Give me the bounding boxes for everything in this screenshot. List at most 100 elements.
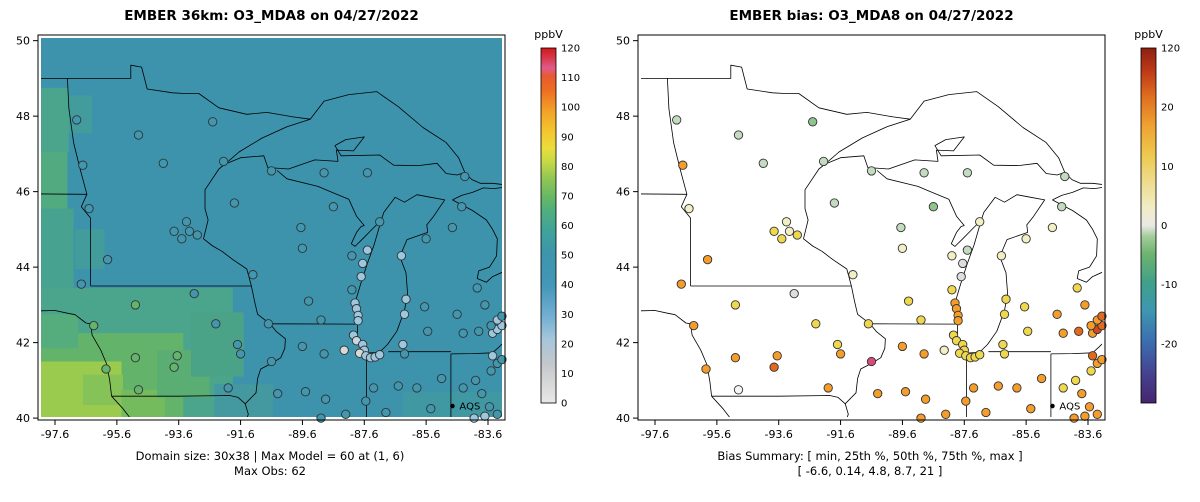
station-dot bbox=[1072, 283, 1082, 293]
station-dot bbox=[1074, 326, 1084, 336]
bias-panel: -97.6 -95.6 -93.6 -91.6 -89.6 -87.6 -85.6 -83.6… bbox=[600, 0, 1200, 502]
station-dot bbox=[341, 409, 351, 419]
station-dots bbox=[72, 115, 507, 423]
state-border bbox=[1050, 352, 1093, 355]
colorbar-label: 70 bbox=[561, 191, 574, 202]
station-dot bbox=[993, 381, 1003, 391]
state-border bbox=[876, 170, 965, 226]
station-dot bbox=[211, 319, 221, 329]
station-dot bbox=[1047, 222, 1058, 233]
station-dot bbox=[1019, 302, 1030, 312]
station-dot bbox=[218, 156, 229, 167]
station-dot bbox=[296, 222, 306, 233]
station-dot bbox=[1026, 404, 1036, 414]
aqs-legend-label: AQS bbox=[459, 402, 480, 413]
station-dot bbox=[232, 339, 243, 350]
colorbar-label: 20 bbox=[1161, 103, 1174, 114]
station-dot bbox=[181, 217, 192, 227]
station-dot bbox=[956, 271, 966, 282]
station-dot bbox=[497, 311, 507, 321]
station-dot bbox=[777, 234, 787, 244]
station-dot bbox=[130, 353, 141, 363]
colorbar-label: 100 bbox=[561, 103, 580, 114]
x-tick-label: -97.6 bbox=[641, 428, 669, 441]
station-dot bbox=[1023, 326, 1033, 336]
station-dot bbox=[829, 198, 840, 208]
station-dot bbox=[470, 375, 481, 386]
station-dot bbox=[419, 302, 430, 312]
state-border bbox=[1052, 187, 1102, 201]
y-tick-label: 40 bbox=[16, 412, 30, 425]
station-dot bbox=[1070, 375, 1081, 386]
y-tick-label: 40 bbox=[616, 412, 630, 425]
station-dot bbox=[172, 351, 182, 361]
station-dot bbox=[848, 270, 858, 280]
aqs-legend-dot bbox=[450, 403, 455, 409]
station-dot bbox=[235, 349, 246, 359]
station-dot bbox=[897, 243, 908, 253]
station-dot bbox=[975, 217, 985, 227]
station-dot bbox=[981, 407, 991, 418]
colorbar-label: 120 bbox=[1161, 44, 1180, 55]
station-dot bbox=[393, 381, 403, 391]
colorbar-label: 90 bbox=[561, 132, 574, 143]
station-dot bbox=[818, 156, 829, 167]
x-tick-label: -97.6 bbox=[41, 428, 69, 441]
station-dot bbox=[896, 222, 906, 233]
colorbar-label: 10 bbox=[1161, 162, 1174, 173]
station-dot bbox=[939, 345, 949, 355]
station-dot bbox=[316, 315, 326, 325]
state-border bbox=[492, 343, 502, 354]
station-dot bbox=[1057, 202, 1067, 212]
station-dot bbox=[89, 320, 99, 331]
state-border bbox=[1064, 172, 1102, 185]
station-dot bbox=[998, 339, 1008, 350]
station-dot bbox=[339, 345, 349, 355]
colorbar-title: ppbV bbox=[1134, 28, 1163, 41]
colorbar-label: 120 bbox=[561, 44, 580, 55]
model-panel: -97.6 -95.6 -93.6 -91.6 -89.6 -87.6 -85.6 -83.6… bbox=[16, 8, 580, 478]
aqs-legend-label: AQS bbox=[1059, 402, 1080, 413]
y-tick-label: 42 bbox=[16, 337, 30, 350]
station-dot bbox=[808, 117, 818, 127]
station-dot bbox=[962, 245, 973, 255]
station-dot bbox=[396, 251, 407, 261]
raster-patch bbox=[75, 229, 105, 270]
station-dot bbox=[192, 230, 202, 240]
station-dot bbox=[300, 387, 311, 397]
aqs-legend-dot bbox=[1050, 403, 1055, 409]
station-dot bbox=[784, 226, 795, 236]
station-dot bbox=[811, 319, 821, 329]
station-dot bbox=[961, 396, 971, 406]
station-dot bbox=[353, 316, 363, 326]
station-dot bbox=[421, 234, 431, 244]
station-dot bbox=[1086, 366, 1096, 376]
station-dot bbox=[1087, 351, 1098, 361]
raster-patch bbox=[41, 208, 74, 288]
y-tick-label: 44 bbox=[16, 261, 30, 274]
station-dot bbox=[789, 288, 799, 299]
station-dot bbox=[962, 168, 973, 178]
station-dot bbox=[266, 356, 277, 367]
station-dot bbox=[362, 168, 373, 178]
state-border bbox=[711, 163, 886, 405]
colorbar-label: 110 bbox=[561, 73, 580, 84]
station-dot bbox=[1058, 328, 1068, 338]
station-dot bbox=[84, 203, 94, 214]
state-border bbox=[452, 199, 502, 283]
station-dot bbox=[900, 387, 911, 397]
station-dot bbox=[133, 130, 144, 140]
station-dot bbox=[458, 328, 468, 338]
station-dot bbox=[866, 166, 877, 176]
plot-box bbox=[637, 34, 1106, 421]
y-tick-label: 48 bbox=[616, 110, 630, 123]
bias-map-svg: -97.6 -95.6 -93.6 -91.6 -89.6 -87.6 -85.6 -83.6… bbox=[616, 28, 1180, 441]
station-dot bbox=[920, 394, 931, 404]
state-border bbox=[1092, 343, 1102, 354]
y-tick-label: 46 bbox=[616, 186, 630, 199]
raster-patch bbox=[68, 95, 93, 134]
x-tick-label: -95.6 bbox=[103, 428, 131, 441]
station-dot bbox=[208, 117, 218, 127]
station-dot bbox=[996, 251, 1007, 261]
station-dot bbox=[1080, 411, 1090, 421]
